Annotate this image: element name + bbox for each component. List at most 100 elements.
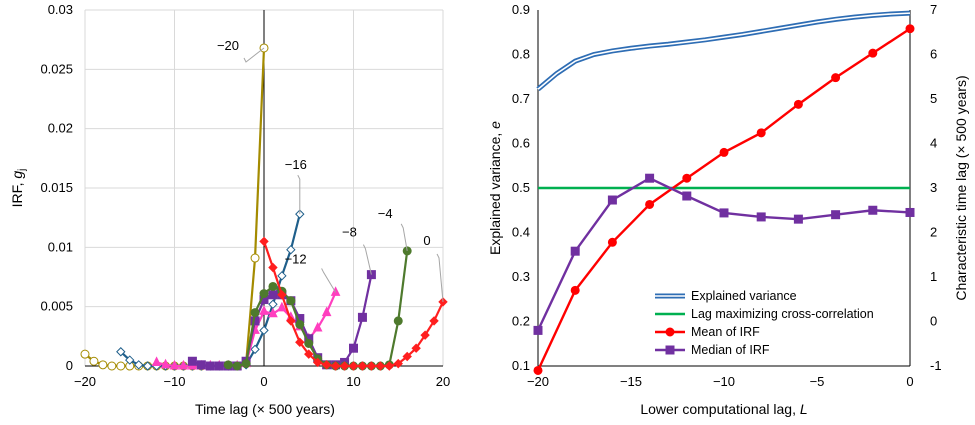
ev-mean-point — [682, 173, 692, 183]
ev-mean-point — [831, 73, 841, 83]
ev-x-tick-label: 0 — [906, 374, 913, 389]
ev-y2-tick-label: 5 — [930, 91, 937, 106]
ev-median-point — [905, 207, 915, 217]
irf-series-point — [357, 312, 367, 322]
ev-y2-axis-label: Characteristic time lag (× 500 years) — [953, 75, 969, 300]
legend-marker — [665, 327, 675, 337]
ev-mean-point — [533, 365, 543, 375]
irf-series-point — [125, 355, 135, 365]
ev-mean-point — [905, 24, 915, 34]
legend-entry: Explained variance — [691, 289, 797, 303]
explained-variance-chart: −20 −15 −10 −5 0 0.1 0.2 0.3 0.4 0.5 0.6 0.7 0.8 0.9 -… — [487, 2, 969, 417]
irf-series-point — [295, 337, 305, 347]
irf-series — [80, 43, 448, 371]
irf-series-point — [402, 351, 412, 362]
irf-series-point — [304, 338, 314, 348]
legend-marker — [665, 345, 675, 355]
irf-chart: −20 −10 0 10 2000.0050.010.0150.020.0250.03 … — [9, 2, 450, 417]
irf-series-point — [160, 358, 171, 369]
ev-y-tick-label: 0.6 — [512, 136, 530, 151]
ev-y-axis-label: Explained variance, e — [487, 121, 503, 255]
ev-tick-labels: −20 −15 −10 −5 0 0.1 0.2 0.3 0.4 0.5 0.6 0.7 0.8 0.9 -… — [512, 2, 942, 389]
irf-series-point — [349, 343, 358, 353]
ev-y-tick-label: 0.8 — [512, 47, 530, 62]
ev-mean-point — [719, 147, 729, 157]
irf-y-tick-label: 0.025 — [40, 61, 73, 76]
irf-y-tick-label: 0.005 — [40, 299, 73, 314]
ev-legend: Explained variance Lag maximizing cross-c… — [655, 289, 874, 357]
irf-series-point — [268, 290, 278, 300]
irf-series-point — [259, 305, 269, 315]
irf-series-point — [420, 330, 430, 340]
irf-series-point — [250, 344, 260, 355]
irf-series-point — [178, 359, 189, 370]
irf-y-tick-label: 0.01 — [48, 239, 73, 254]
irf-series-point — [223, 360, 233, 370]
ev-y-tick-label: 0.3 — [512, 269, 530, 284]
irf-series-point — [196, 360, 206, 370]
ev-median-point — [719, 208, 729, 218]
irf-series-point — [116, 361, 126, 371]
irf-series-point — [268, 262, 278, 273]
irf-series-point — [205, 361, 215, 371]
ev-y-tick-label: 0.4 — [512, 225, 530, 240]
irf-series-point — [295, 319, 305, 329]
irf-x-tick-label: −20 — [74, 374, 96, 389]
irf-annotations: −20 −16 −12 −8 −4 0 — [217, 38, 444, 302]
irf-series-point — [277, 301, 287, 312]
irf-series-point — [268, 281, 278, 291]
ev-y-tick-label: 0.5 — [512, 180, 530, 195]
irf-series-point — [330, 286, 341, 296]
irf-series-point — [80, 349, 90, 359]
irf-series-point — [339, 361, 350, 371]
ev-median-point — [607, 195, 617, 205]
ev-median-point — [756, 212, 766, 222]
ev-median-point — [868, 205, 878, 215]
irf-series-point — [321, 360, 332, 370]
ev-median-point — [645, 173, 655, 183]
irf-curve-label: 0 — [423, 233, 430, 248]
irf-label-leader — [362, 244, 372, 275]
irf-series-point — [187, 356, 197, 366]
irf-series-point — [241, 359, 251, 369]
ev-y2-tick-label: 3 — [930, 180, 937, 195]
legend-entry: Median of IRF — [691, 343, 770, 357]
irf-series-point — [151, 356, 162, 366]
irf-curve-label: −12 — [285, 251, 307, 266]
irf-series-point — [286, 244, 296, 255]
irf-series-point — [277, 290, 287, 300]
ev-mean-point — [793, 99, 803, 109]
irf-series-point — [429, 316, 439, 326]
irf-series-point — [268, 307, 278, 318]
ev-x-tick-label: −15 — [620, 374, 642, 389]
irf-series-point — [133, 360, 144, 370]
ev-median-point — [831, 210, 841, 220]
irf-label-leader — [243, 47, 265, 63]
irf-series-point — [411, 343, 421, 353]
irf-series-point — [286, 316, 296, 326]
irf-series-point — [259, 325, 269, 336]
irf-series-point — [312, 357, 323, 368]
ev-explained-variance-line-inner — [537, 12, 911, 90]
ev-x-tick-label: −5 — [810, 374, 825, 389]
irf-series-point — [286, 296, 296, 306]
irf-series-point — [312, 321, 323, 332]
irf-series-point — [259, 289, 269, 299]
ev-mean-point — [607, 237, 617, 247]
irf-series-point — [89, 356, 99, 366]
ev-median-point — [570, 246, 580, 256]
irf-series-point — [232, 361, 242, 371]
ev-series — [533, 10, 915, 375]
irf-series-point — [142, 361, 153, 371]
irf-y-tick-label: 0.03 — [48, 2, 73, 17]
irf-y-tick-label: 0.02 — [48, 121, 73, 136]
irf-series-point — [304, 349, 314, 359]
ev-y2-tick-label: 0 — [930, 314, 937, 329]
irf-y-tick-label: 0 — [66, 358, 73, 373]
ev-y-tick-label: 0.2 — [512, 314, 530, 329]
ev-y2-tick-label: 7 — [930, 2, 937, 17]
irf-series-point — [357, 361, 368, 371]
ev-mean-point — [570, 285, 580, 295]
irf-series-point — [321, 306, 332, 317]
irf-x-tick-label: 10 — [346, 374, 360, 389]
